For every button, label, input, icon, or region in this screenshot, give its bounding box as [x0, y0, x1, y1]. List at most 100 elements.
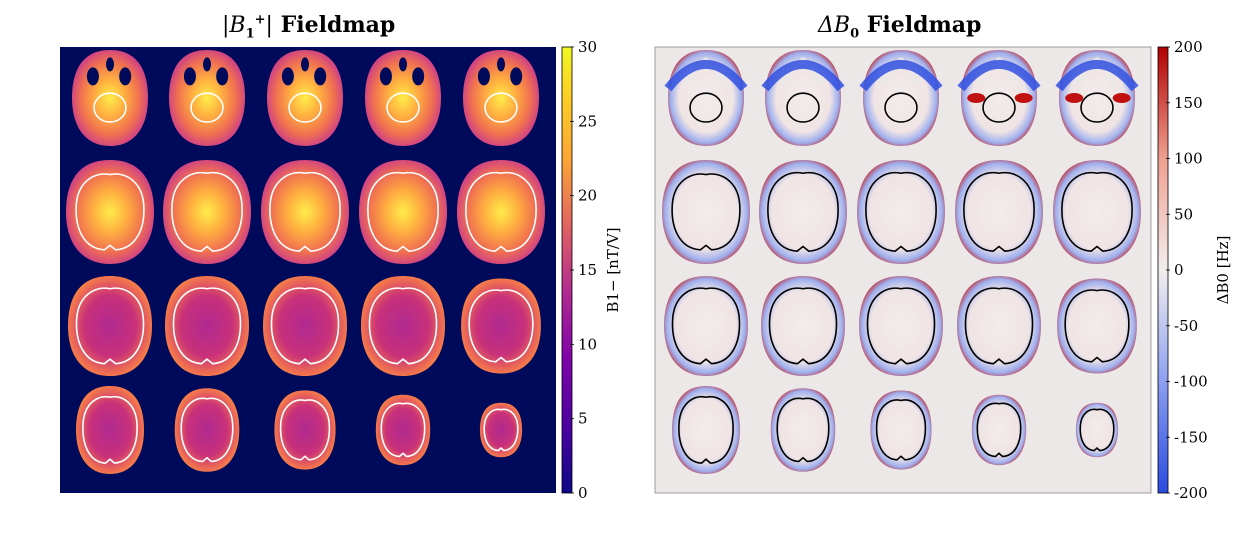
slice	[761, 276, 845, 376]
brain-contour	[1064, 289, 1130, 363]
slice	[761, 50, 845, 146]
colorbar-tick-label: 0	[578, 484, 588, 502]
head-region	[359, 160, 447, 264]
slice	[857, 160, 945, 264]
frontal-field-band	[859, 60, 943, 92]
slice	[261, 160, 349, 264]
slice	[365, 50, 441, 146]
head-region	[759, 160, 847, 264]
colorbar-tick-label: 30	[578, 38, 597, 56]
slice	[662, 160, 750, 264]
colorbar-tick-label: 50	[1174, 205, 1193, 223]
head-region	[1057, 278, 1137, 374]
slice	[76, 386, 144, 474]
head-region	[361, 276, 445, 376]
colorbar-tick-label: -200	[1174, 484, 1208, 502]
brain-contour	[270, 287, 340, 365]
b0-fieldmap-title: ΔB0 Fieldmap	[818, 12, 982, 42]
slice	[68, 276, 152, 376]
slice	[169, 50, 245, 146]
hot-spot	[1065, 93, 1084, 103]
head-region	[76, 386, 144, 474]
colorbar-tick-label: 200	[1174, 38, 1203, 56]
brain-contour	[483, 408, 519, 452]
b1-slices	[66, 50, 545, 474]
head-region	[479, 402, 523, 458]
brain-contour	[768, 287, 838, 365]
brain-contour	[678, 395, 734, 464]
brain-contour	[875, 399, 927, 461]
brain-contour	[976, 402, 1022, 458]
head-region	[957, 276, 1041, 376]
air-cavity	[510, 67, 523, 86]
brain-contour	[964, 287, 1034, 365]
slice	[1075, 402, 1119, 458]
brain-contour	[367, 171, 439, 252]
slice	[672, 386, 740, 474]
slice	[664, 50, 748, 146]
colorbar-tick-label: -100	[1174, 373, 1208, 391]
slice	[971, 394, 1027, 466]
b0-slices	[662, 50, 1141, 474]
slice	[870, 390, 932, 470]
colorbar-tick-label: 25	[578, 112, 597, 130]
slice	[163, 160, 251, 264]
colorbar-tick-label: 15	[578, 261, 597, 279]
colorbar-tick-label: 10	[578, 335, 597, 353]
colorbar-tick-label: -150	[1174, 428, 1208, 446]
air-cavity	[86, 67, 99, 86]
head-region	[1053, 160, 1141, 264]
colorbar-tick-label: 5	[578, 410, 588, 428]
brain-contour	[963, 171, 1035, 252]
air-cavity	[203, 57, 211, 72]
slice	[859, 276, 943, 376]
head-region	[68, 276, 152, 376]
colorbar-tick-label: 20	[578, 187, 597, 205]
head-region	[263, 276, 347, 376]
brain-contour	[866, 287, 936, 365]
head-region	[859, 276, 943, 376]
slice	[72, 50, 148, 146]
head-region	[174, 388, 240, 472]
colorbar-tick-label: 100	[1174, 150, 1203, 168]
slice	[361, 276, 445, 376]
air-cavity	[119, 67, 132, 86]
air-cavity	[281, 67, 294, 86]
hot-spot	[1014, 93, 1033, 103]
b1-colorbar-label: B1− [nT/V]	[604, 227, 622, 312]
brain-contour	[1061, 171, 1133, 252]
brain-contour	[689, 92, 723, 123]
air-cavity	[106, 57, 114, 72]
slice	[263, 276, 347, 376]
slice	[1057, 278, 1137, 374]
brain-contour	[75, 287, 145, 365]
frontal-field-band	[664, 60, 748, 92]
slice	[759, 160, 847, 264]
brain-contour	[386, 92, 420, 123]
brain-contour	[288, 92, 322, 123]
head-region	[375, 394, 431, 466]
slice	[359, 160, 447, 264]
slice	[1055, 50, 1139, 146]
brain-contour	[484, 92, 518, 123]
brain-contour	[671, 173, 741, 251]
slice	[274, 390, 336, 470]
air-cavity	[399, 57, 407, 72]
brain-contour	[82, 395, 138, 464]
frontal-field-band	[957, 60, 1041, 92]
slice	[859, 50, 943, 146]
head-region	[857, 160, 945, 264]
slice	[1053, 160, 1141, 264]
slice	[463, 50, 539, 146]
brain-contour	[368, 287, 438, 365]
head-region	[672, 386, 740, 474]
colorbar-tick-label: 0	[1174, 261, 1184, 279]
colorbar-tick-label: 150	[1174, 94, 1203, 112]
air-cavity	[412, 67, 425, 86]
slice	[664, 276, 748, 376]
air-cavity	[183, 67, 196, 86]
head-region	[261, 160, 349, 264]
slice	[955, 160, 1043, 264]
head-region	[770, 388, 836, 472]
